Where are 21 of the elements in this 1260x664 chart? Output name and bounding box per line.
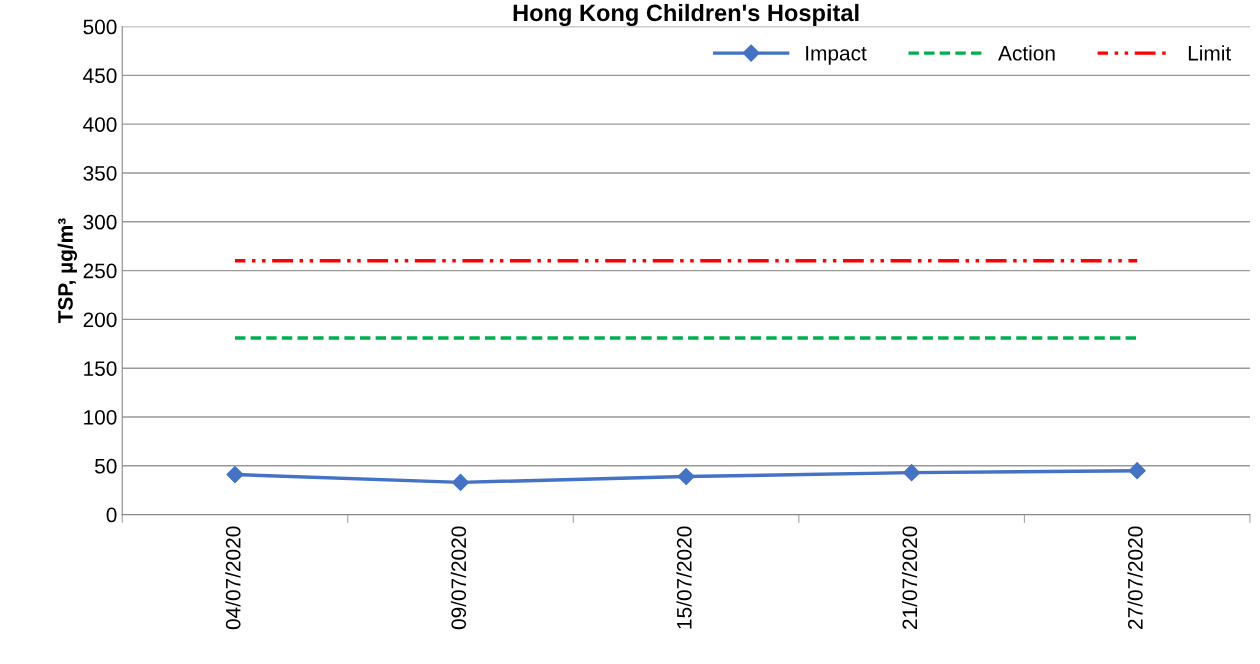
y-tick-label: 450 — [83, 68, 117, 84]
y-tick-label: 250 — [83, 263, 117, 279]
y-tick-label: 300 — [83, 214, 117, 230]
y-tick-label: 0 — [106, 507, 117, 523]
legend-label: Impact — [806, 46, 867, 65]
x-tick-label: 21/07/2020 — [901, 526, 918, 629]
y-tick-label: 100 — [84, 409, 117, 425]
y-tick-label: 200 — [83, 312, 117, 328]
y-tick-label: 400 — [83, 117, 117, 132]
y-tick-label: 500 — [83, 19, 117, 35]
x-tick-label: 15/07/2020 — [676, 526, 692, 629]
y-tick-label: 150 — [84, 361, 117, 376]
chart-title: Hong Kong Children's Hospital — [513, 3, 859, 27]
x-tick-label: 04/07/2020 — [225, 526, 241, 630]
y-tick-label: 350 — [83, 165, 117, 181]
legend-label: Limit — [1188, 45, 1232, 61]
legend-label: Action — [998, 45, 1055, 61]
y-tick-label: 50 — [95, 458, 117, 474]
x-tick-label: 27/07/2020 — [1127, 526, 1143, 629]
x-tick-label: 09/07/2020 — [450, 526, 467, 630]
y-axis-title: TSP, µg/m³ — [57, 218, 78, 324]
